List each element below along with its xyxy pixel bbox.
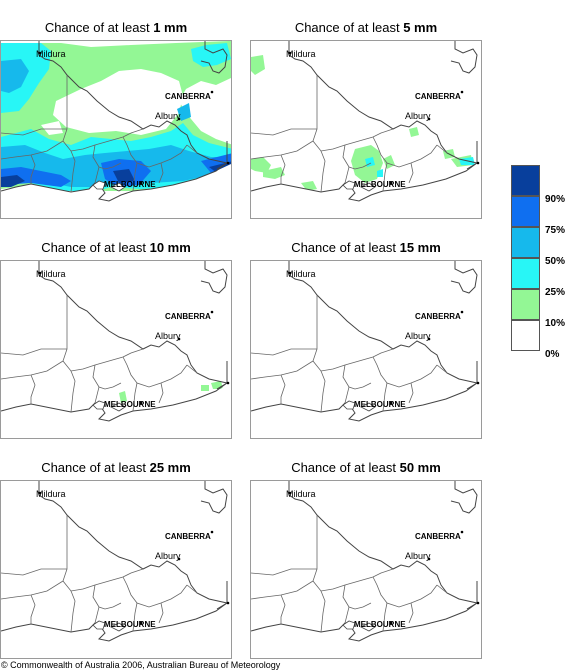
albury-label: Albury [155, 551, 181, 561]
legend-label-25: 25% [545, 287, 566, 298]
panel-title-amount: 50 mm [399, 460, 441, 475]
map-svg: Mildura CANBERRA Albury MELBOURNE [251, 261, 481, 438]
rainfall-map: Mildura CANBERRA Albury MELBOURNE [0, 40, 232, 219]
legend-swatch-0 [511, 320, 540, 351]
place-labels: Mildura CANBERRA Albury MELBOURNE [286, 269, 461, 409]
rainfall-map: Mildura CANBERRA Albury MELBOURNE [250, 40, 482, 219]
melbourne-label: MELBOURNE [354, 400, 406, 409]
panel-title-prefix: Chance of at least [291, 240, 400, 255]
panel-5mm: Chance of at least 5 mm [250, 20, 482, 220]
panel-10mm: Chance of at least 10 mm [0, 240, 232, 440]
panel-title: Chance of at least 1 mm [0, 20, 232, 36]
panel-title-prefix: Chance of at least [41, 240, 150, 255]
map-svg: Mildura CANBERRA Albury MELBOURNE [1, 41, 231, 218]
albury-label: Albury [405, 331, 431, 341]
melbourne-label: MELBOURNE [354, 180, 406, 189]
place-labels: Mildura CANBERRA Albury MELBOURNE [36, 269, 211, 409]
legend-swatch-10 [511, 289, 540, 320]
panel-title: Chance of at least 5 mm [250, 20, 482, 36]
panel-title-amount: 25 mm [149, 460, 191, 475]
panel-title: Chance of at least 15 mm [250, 240, 482, 256]
legend-swatch-25 [511, 258, 540, 289]
panel-title: Chance of at least 10 mm [0, 240, 232, 256]
panel-25mm: Chance of at least 25 mm [0, 460, 232, 660]
melbourne-label: MELBOURNE [354, 620, 406, 629]
map-base [1, 481, 231, 658]
legend-label-0: 0% [545, 349, 560, 360]
place-labels: Mildura CANBERRA Albury MELBOURNE [286, 489, 461, 629]
copyright-notice: © Commonwealth of Australia 2006, Austra… [1, 660, 281, 670]
panel-15mm: Chance of at least 15 mm [250, 240, 482, 440]
panel-title: Chance of at least 25 mm [0, 460, 232, 476]
panel-title-amount: 15 mm [399, 240, 441, 255]
canberra-label: CANBERRA [415, 532, 461, 541]
albury-label: Albury [405, 551, 431, 561]
map-base [251, 41, 481, 218]
legend-label-90: 90% [545, 194, 566, 205]
mildura-label: Mildura [286, 49, 316, 59]
map-base [251, 481, 481, 658]
panel-title-amount: 1 mm [153, 20, 188, 35]
canberra-label: CANBERRA [165, 92, 211, 101]
rainfall-map: Mildura CANBERRA Albury MELBOURNE [250, 260, 482, 439]
canberra-label: CANBERRA [165, 312, 211, 321]
canberra-label: CANBERRA [415, 312, 461, 321]
mildura-label: Mildura [36, 489, 66, 499]
panel-title-amount: 5 mm [403, 20, 438, 35]
panel-title-prefix: Chance of at least [291, 460, 400, 475]
mildura-label: Mildura [286, 489, 316, 499]
map-svg: Mildura CANBERRA Albury MELBOURNE [251, 41, 481, 218]
mildura-label: Mildura [36, 269, 66, 279]
canberra-label: CANBERRA [415, 92, 461, 101]
map-base [1, 261, 231, 438]
rainfall-map: Mildura CANBERRA Albury MELBOURNE [0, 260, 232, 439]
map-svg: Mildura CANBERRA Albury MELBOURNE [251, 481, 481, 658]
canberra-label: CANBERRA [165, 532, 211, 541]
mildura-label: Mildura [286, 269, 316, 279]
place-labels: Mildura CANBERRA Albury MELBOURNE [286, 49, 461, 189]
panel-title-amount: 10 mm [149, 240, 191, 255]
probability-shading [251, 55, 475, 191]
panel-title-prefix: Chance of at least [44, 20, 154, 35]
legend-swatch-75 [511, 196, 540, 227]
legend-swatch-90 [511, 165, 540, 196]
albury-label: Albury [155, 111, 181, 121]
map-svg: Mildura CANBERRA Albury MELBOURNE [1, 261, 231, 438]
panel-title-prefix: Chance of at least [41, 460, 150, 475]
legend-label-10: 10% [545, 318, 566, 329]
rainfall-map: Mildura CANBERRA Albury MELBOURNE [250, 480, 482, 659]
place-labels: Mildura CANBERRA Albury MELBOURNE [36, 49, 211, 189]
melbourne-label: MELBOURNE [104, 620, 156, 629]
panel-title: Chance of at least 50 mm [250, 460, 482, 476]
probability-shading [1, 41, 231, 201]
panel-50mm: Chance of at least 50 mm [250, 460, 482, 660]
legend-swatch-50 [511, 227, 540, 258]
melbourne-label: MELBOURNE [104, 400, 156, 409]
panel-title-prefix: Chance of at least [294, 20, 404, 35]
mildura-label: Mildura [36, 49, 66, 59]
map-base [1, 41, 231, 218]
map-base [251, 261, 481, 438]
rainfall-map: Mildura CANBERRA Albury MELBOURNE [0, 480, 232, 659]
probability-legend: 90% 75% 50% 25% 10% 0% [511, 165, 570, 365]
place-labels: Mildura CANBERRA Albury MELBOURNE [36, 489, 211, 629]
probability-shading [119, 381, 223, 403]
panel-1mm: Chance of at least 1 mm [0, 20, 232, 220]
legend-label-50: 50% [545, 256, 566, 267]
albury-label: Albury [405, 111, 431, 121]
legend-label-75: 75% [545, 225, 566, 236]
map-svg: Mildura CANBERRA Albury MELBOURNE [1, 481, 231, 658]
melbourne-label: MELBOURNE [104, 180, 156, 189]
albury-label: Albury [155, 331, 181, 341]
